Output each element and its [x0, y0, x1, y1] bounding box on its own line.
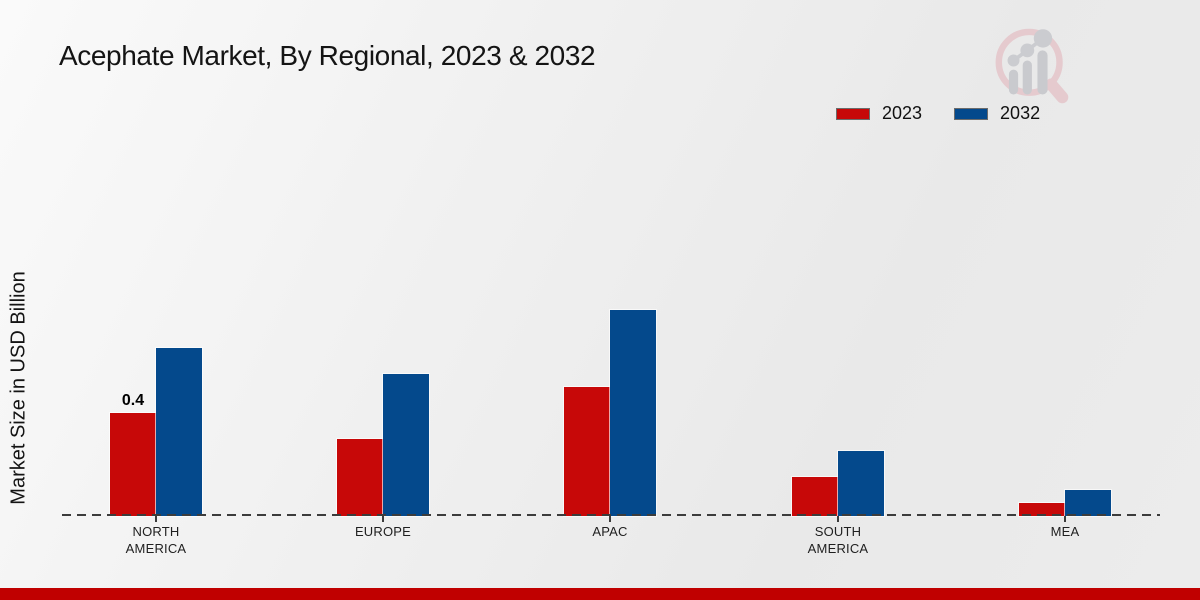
- bar-2023-0: [110, 413, 156, 516]
- bar-2032-0: [156, 348, 202, 516]
- legend-item-2032: 2032: [954, 103, 1040, 124]
- bar-2032-2: [610, 310, 656, 516]
- market-research-logo-watermark: [995, 28, 1069, 104]
- chart-title: Acephate Market, By Regional, 2023 & 203…: [59, 40, 596, 71]
- legend-swatch-2023: [836, 107, 870, 120]
- bar-2032-4: [1065, 490, 1111, 516]
- x-axis-tick-0: [155, 516, 157, 522]
- x-axis-baseline: [62, 514, 1160, 516]
- x-axis-category-label-2: APAC: [592, 524, 628, 539]
- x-axis-category-label-1: EUROPE: [354, 524, 412, 539]
- bar-2023-4: [1019, 503, 1065, 516]
- logo-bars-icon: [1008, 50, 1048, 95]
- legend-label-2032: 2032: [1000, 103, 1041, 123]
- footer-bar: [0, 588, 1200, 600]
- x-axis-tick-4: [1064, 516, 1066, 522]
- bar-value-label: 0.4: [121, 392, 145, 409]
- bar-2023-3: [792, 477, 838, 516]
- legend-item-2023: 2023: [836, 103, 922, 124]
- x-axis-category-label-4: MEA: [1050, 524, 1080, 539]
- x-axis-category-label-3: SOUTH AMERICA: [807, 524, 869, 556]
- legend-swatch-2032: [954, 107, 989, 120]
- x-axis-tick-1: [382, 516, 384, 522]
- logo-trend-line-icon: [1007, 29, 1053, 67]
- x-axis-tick-2: [609, 516, 611, 522]
- bar-2032-1: [383, 374, 429, 516]
- bar-2023-2: [564, 387, 610, 516]
- bar-2032-3: [838, 451, 884, 516]
- legend-label-2023: 2023: [882, 103, 923, 123]
- magnifier-handle-icon: [1045, 78, 1069, 104]
- legend: 2023 2032: [836, 103, 1040, 124]
- x-axis-category-label-0: NORTH AMERICA: [125, 524, 187, 556]
- x-axis-tick-3: [837, 516, 839, 522]
- bar-2023-1: [337, 439, 383, 516]
